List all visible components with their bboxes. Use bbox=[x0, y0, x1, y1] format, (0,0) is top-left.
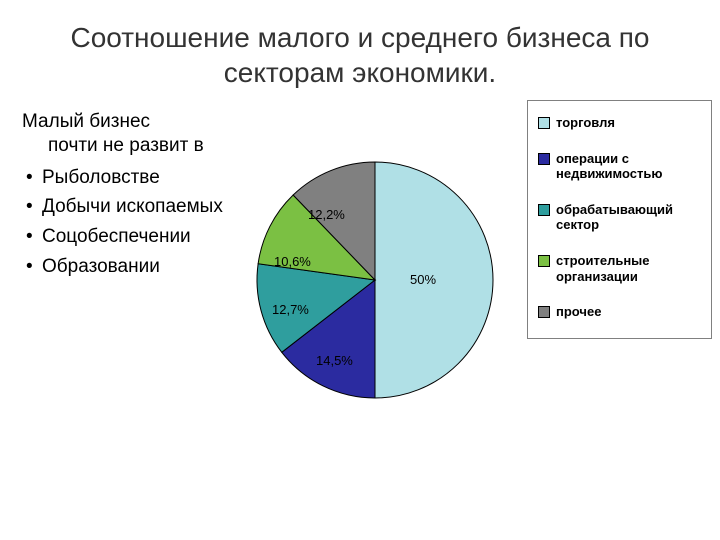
slice-label: 12,2% bbox=[308, 207, 345, 222]
legend-label: строительные организации bbox=[556, 253, 701, 284]
left-column: Малый бизнес почти не развит в Рыболовст… bbox=[20, 110, 250, 285]
intro-line-1: Малый бизнес bbox=[22, 111, 150, 132]
pie-svg bbox=[250, 155, 500, 405]
slice-label: 12,7% bbox=[272, 302, 309, 317]
legend-label: прочее bbox=[556, 304, 601, 320]
bullet-list: Рыболовстве Добычи ископаемых Соцобеспеч… bbox=[20, 166, 240, 279]
page-title: Соотношение малого и среднего бизнеса по… bbox=[0, 0, 720, 100]
swatch-icon bbox=[538, 255, 550, 267]
legend-item: операции с недвижимостью bbox=[538, 151, 701, 182]
swatch-icon bbox=[538, 117, 550, 129]
legend-label: операции с недвижимостью bbox=[556, 151, 701, 182]
swatch-icon bbox=[538, 306, 550, 318]
list-item: Добычи ископаемых bbox=[20, 195, 240, 219]
content-area: Малый бизнес почти не развит в Рыболовст… bbox=[0, 100, 720, 295]
list-item: Образовании bbox=[20, 255, 240, 279]
legend-label: торговля bbox=[556, 115, 615, 131]
legend-label: обрабатывающий сектор bbox=[556, 202, 701, 233]
slice-label: 10,6% bbox=[274, 254, 311, 269]
intro-line-2: почти не развит в bbox=[22, 134, 240, 158]
swatch-icon bbox=[538, 153, 550, 165]
list-item: Соцобеспечении bbox=[20, 225, 240, 249]
chart-area: 50%14,5%12,7%10,6%12,2% торговля операци… bbox=[250, 110, 700, 285]
intro-text: Малый бизнес почти не развит в bbox=[20, 110, 240, 158]
legend: торговля операции с недвижимостью обраба… bbox=[527, 100, 712, 339]
legend-item: прочее bbox=[538, 304, 701, 320]
list-item: Рыболовстве bbox=[20, 166, 240, 190]
slice-label: 14,5% bbox=[316, 353, 353, 368]
swatch-icon bbox=[538, 204, 550, 216]
pie-chart: 50% 14,5% 12,7% 10,6% 12,2% bbox=[250, 155, 500, 405]
legend-item: строительные организации bbox=[538, 253, 701, 284]
legend-item: торговля bbox=[538, 115, 701, 131]
slice-label: 50% bbox=[410, 272, 436, 287]
legend-item: обрабатывающий сектор bbox=[538, 202, 701, 233]
